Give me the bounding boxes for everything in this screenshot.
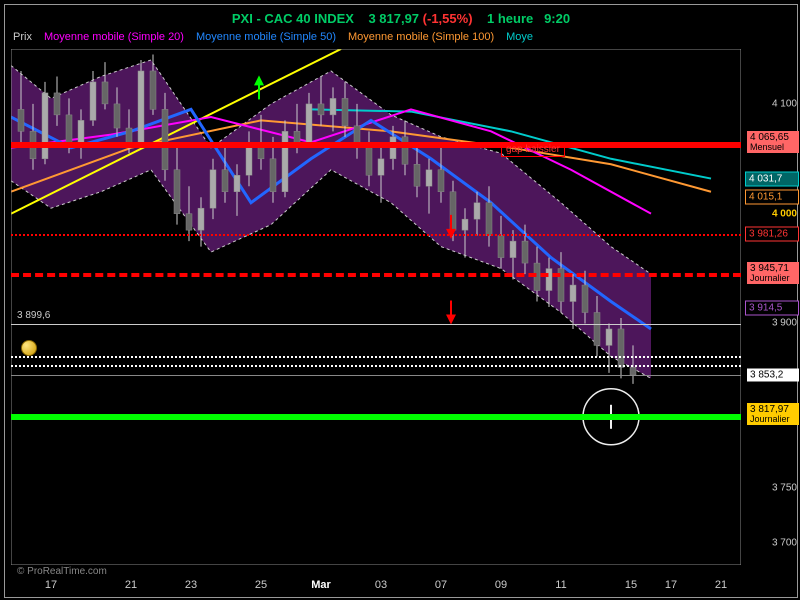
- h-line: [11, 356, 741, 358]
- candle: [114, 104, 120, 128]
- candle: [546, 269, 552, 291]
- candle: [618, 329, 624, 367]
- candle: [198, 208, 204, 230]
- chart-title: PXI - CAC 40 INDEX 3 817,97 (-1,55%) 1 h…: [5, 11, 797, 26]
- title-symbol: PXI - CAC 40 INDEX: [232, 11, 354, 26]
- candle: [78, 120, 84, 142]
- y-price-tag: 3 914,5: [745, 300, 799, 315]
- y-price-tag: 3 817,97Journalier: [747, 403, 799, 425]
- h-line: [11, 375, 741, 376]
- candle: [126, 128, 132, 142]
- h-line: [11, 273, 741, 277]
- title-price: 3 817,97: [368, 11, 419, 26]
- h-line: [11, 324, 741, 325]
- y-tick: 3 750: [772, 483, 797, 494]
- candle: [378, 159, 384, 175]
- candle: [186, 214, 192, 230]
- candle: [486, 203, 492, 236]
- candle: [390, 137, 396, 159]
- x-tick: 11: [555, 579, 566, 591]
- candle: [234, 175, 240, 191]
- y-price-tag: 4 031,7: [745, 171, 799, 186]
- y-tick: 3 700: [772, 538, 797, 549]
- candle: [426, 170, 432, 186]
- candle: [18, 109, 24, 131]
- y-tick: 4 000: [772, 208, 797, 219]
- credit-label: © ProRealTime.com: [17, 566, 107, 577]
- candle: [438, 170, 444, 192]
- candle: [342, 98, 348, 125]
- title-timeframe: 1 heure: [487, 11, 533, 26]
- candle: [330, 98, 336, 114]
- x-tick: Mar: [311, 579, 331, 591]
- candle: [570, 285, 576, 301]
- candle: [606, 329, 612, 345]
- h-line: [11, 142, 741, 148]
- y-price-tag: 4 015,1: [745, 190, 799, 205]
- price-label: 3 899,6: [17, 310, 50, 321]
- candle: [174, 170, 180, 214]
- candle: [498, 236, 504, 258]
- candle: [270, 159, 276, 192]
- y-tick: 4 100: [772, 98, 797, 109]
- y-tick: 3 900: [772, 318, 797, 329]
- gap-label: gap baissier: [501, 142, 565, 157]
- candle: [522, 241, 528, 263]
- chart-plot[interactable]: gap baissier 3 899,6: [11, 49, 741, 565]
- arrow-up-icon: [254, 75, 264, 85]
- x-tick: 23: [185, 579, 197, 591]
- x-tick: 17: [665, 579, 677, 591]
- candle: [162, 109, 168, 169]
- h-line: [11, 234, 741, 236]
- h-line: [11, 365, 741, 367]
- candle: [366, 148, 372, 175]
- x-tick: 21: [715, 579, 727, 591]
- candle: [102, 82, 108, 104]
- candle: [414, 164, 420, 186]
- y-price-tag: 4 065,65Mensuel: [747, 131, 799, 153]
- candle: [42, 93, 48, 159]
- indicator-line: PrixMoyenne mobile (Simple 20)Moyenne mo…: [13, 31, 545, 43]
- x-tick: 07: [435, 579, 447, 591]
- title-time: 9:20: [544, 11, 570, 26]
- candle: [582, 285, 588, 312]
- x-tick: 15: [625, 579, 637, 591]
- candle: [306, 104, 312, 142]
- x-tick: 21: [125, 579, 137, 591]
- x-axis: 17 21 23 25 Mar 03 07 09 11 15 17 21: [11, 567, 741, 595]
- y-price-tag: 3 853,2: [747, 368, 799, 381]
- candle: [150, 71, 156, 109]
- candle: [594, 312, 600, 345]
- candle: [210, 170, 216, 208]
- candle: [462, 219, 468, 230]
- candle: [510, 241, 516, 257]
- y-axis: 4 100 4 000 3 900 3 750 3 700 4 065,65Mensuel…: [743, 49, 799, 565]
- chart-svg: [11, 49, 741, 565]
- candle: [282, 131, 288, 191]
- y-price-tag: 3 981,26: [745, 227, 799, 242]
- candle: [222, 170, 228, 192]
- candle: [318, 104, 324, 115]
- chart-frame: PXI - CAC 40 INDEX 3 817,97 (-1,55%) 1 h…: [4, 4, 798, 598]
- candle: [54, 93, 60, 115]
- y-price-tag: 3 945,71Journalier: [747, 262, 799, 284]
- title-change: (-1,55%): [423, 11, 473, 26]
- badge-icon: [21, 340, 37, 356]
- x-tick: 03: [375, 579, 387, 591]
- h-line: [11, 414, 741, 420]
- x-tick: 09: [495, 579, 507, 591]
- candle: [474, 203, 480, 219]
- x-tick: 17: [45, 579, 57, 591]
- x-tick: 25: [255, 579, 267, 591]
- candle: [138, 71, 144, 142]
- candle: [90, 82, 96, 120]
- candle: [66, 115, 72, 142]
